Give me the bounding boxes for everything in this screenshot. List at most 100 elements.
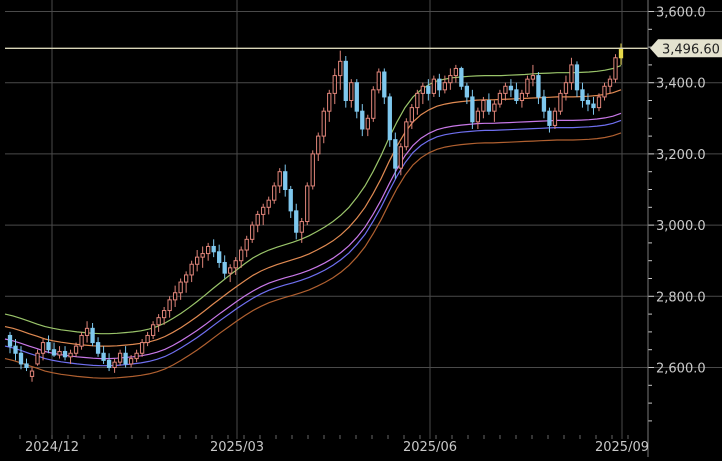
candle-body xyxy=(596,96,602,109)
candle-body xyxy=(437,78,442,91)
candle-body xyxy=(101,352,106,361)
candle-body xyxy=(360,110,365,130)
candle-body xyxy=(393,139,398,169)
candle-body xyxy=(563,82,569,94)
band-line-3 xyxy=(4,112,622,360)
candle-body xyxy=(305,185,310,223)
candle-body xyxy=(255,213,260,226)
candle-body xyxy=(139,342,145,354)
candle-body xyxy=(283,171,288,190)
candle-body xyxy=(51,349,57,356)
candle-body xyxy=(156,317,161,326)
candle-body xyxy=(365,117,370,130)
candle-body xyxy=(211,245,216,253)
candle-body xyxy=(250,224,255,240)
candle-body xyxy=(24,363,29,369)
candle-body xyxy=(161,310,167,319)
y-tick-label: 3,200.0 xyxy=(656,148,706,163)
candle-body xyxy=(492,103,497,112)
band-line-1 xyxy=(4,65,622,335)
candle-body xyxy=(525,78,530,94)
candle-body xyxy=(172,292,178,301)
candle-body xyxy=(585,100,591,105)
candle-body xyxy=(409,107,414,123)
candle-body xyxy=(222,261,227,274)
candle-body xyxy=(266,199,271,208)
candle-body xyxy=(13,345,18,354)
x-tick-label: 2025/09 xyxy=(595,440,649,455)
candle-body xyxy=(382,71,387,98)
candle-body xyxy=(112,361,117,369)
x-tick-label: 2025/03 xyxy=(210,440,264,455)
candle-body xyxy=(338,60,343,77)
candle-body xyxy=(371,89,376,119)
candle-body xyxy=(35,352,40,365)
candle-body xyxy=(497,92,503,105)
y-tick-label: 2,600.0 xyxy=(656,362,706,377)
candle-body xyxy=(299,221,304,233)
candle-body xyxy=(486,100,492,112)
candle-body xyxy=(84,327,90,336)
candle-body xyxy=(415,92,420,109)
candle-body xyxy=(354,82,359,112)
candle-body xyxy=(73,345,79,354)
candle-body xyxy=(134,352,139,360)
candle-body xyxy=(464,85,470,98)
candle-body xyxy=(200,253,205,258)
candle-body xyxy=(442,82,448,91)
candle-body xyxy=(40,342,46,354)
candle-body xyxy=(18,352,24,365)
candle-body xyxy=(618,47,624,59)
candle-body xyxy=(189,263,194,276)
candle-body xyxy=(321,110,326,137)
candle-body xyxy=(244,238,249,251)
candle-body xyxy=(552,110,558,126)
candle-body xyxy=(277,171,282,187)
band-layer xyxy=(4,65,622,379)
candle-body xyxy=(288,189,293,212)
candle-body xyxy=(453,67,459,77)
candle-body xyxy=(123,352,128,365)
candle-body xyxy=(167,299,172,312)
candle-body xyxy=(503,85,508,94)
candle-body xyxy=(514,89,519,101)
candle-body xyxy=(508,85,514,91)
candle-body xyxy=(574,64,580,91)
candle-body xyxy=(7,334,13,347)
candle-body xyxy=(310,153,315,187)
current-price-label-text: 3,496.60 xyxy=(662,42,720,57)
candle-body xyxy=(29,370,35,377)
candle-body xyxy=(57,350,62,356)
candle-body xyxy=(569,64,574,84)
candle-body xyxy=(475,110,481,123)
y-tick-label: 3,600.0 xyxy=(656,6,706,21)
candle-body xyxy=(272,185,277,201)
candle-body xyxy=(470,96,475,123)
axis-layer: 2,600.0 2,800.0 3,000.0 3,200.0 3,400.0 3,600… xyxy=(19,0,706,457)
candle-body xyxy=(398,146,403,169)
candle-body xyxy=(178,281,183,294)
candle-body xyxy=(547,110,552,126)
candle-body xyxy=(459,67,464,87)
candle-body xyxy=(613,57,618,80)
candle-body xyxy=(217,251,222,263)
candle-body xyxy=(128,358,134,365)
candle-body xyxy=(228,267,233,274)
y-tick-label: 3,400.0 xyxy=(656,77,706,92)
candle-body xyxy=(343,60,348,101)
candle-body xyxy=(580,89,585,101)
candle-body xyxy=(558,92,563,112)
band-line-5 xyxy=(4,132,622,379)
candle-body xyxy=(332,75,337,94)
candle-body xyxy=(591,103,596,109)
y-tick-label: 3,000.0 xyxy=(656,219,706,234)
candle-body xyxy=(233,260,238,269)
candle-body xyxy=(68,352,73,358)
y-tick-label: 2,800.0 xyxy=(656,290,706,305)
candle-body xyxy=(206,245,211,255)
candle-body xyxy=(376,71,381,91)
candle-body xyxy=(448,75,453,84)
candle-body xyxy=(46,342,51,351)
